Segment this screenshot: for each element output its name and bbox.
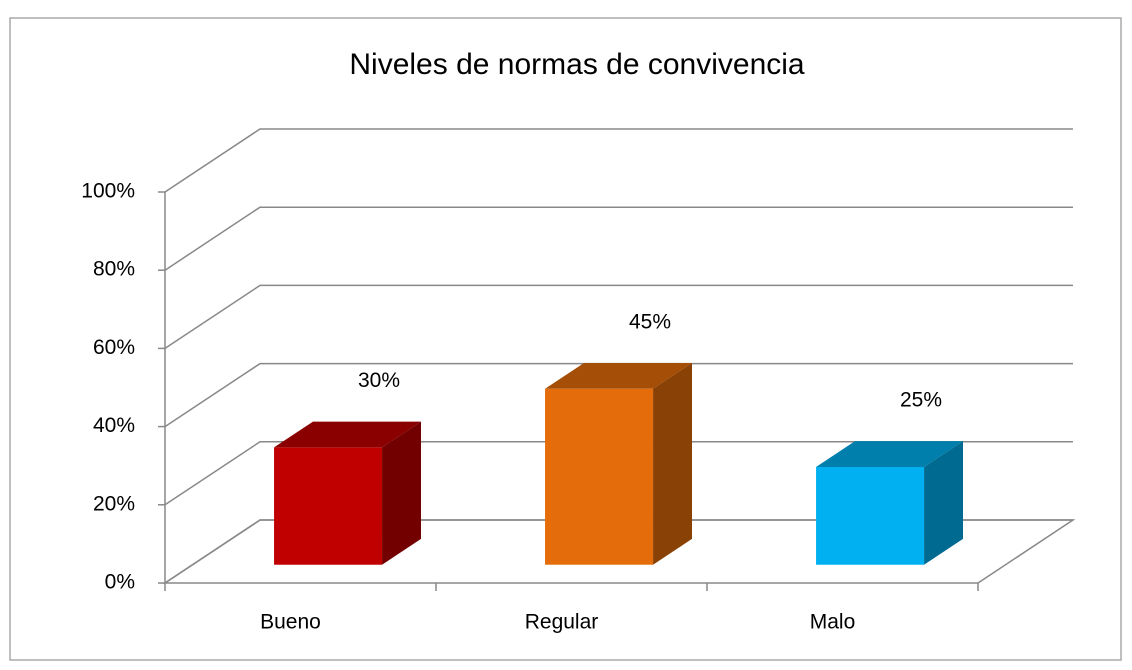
data-label: 25% — [900, 389, 942, 412]
bar — [274, 447, 383, 565]
grid-line — [164, 362, 1073, 428]
bar-side — [382, 421, 421, 565]
grid-line — [164, 441, 1073, 506]
bar-top — [274, 421, 421, 448]
x-tick-label: Bueno — [260, 611, 321, 634]
y-tick-label: 80% — [93, 258, 135, 281]
y-tick-label: 0% — [105, 571, 135, 594]
bar-side — [924, 441, 963, 565]
grid-line — [164, 519, 1073, 584]
bar-side — [653, 362, 692, 565]
x-tick-label: Regular — [525, 611, 599, 634]
y-tick-label: 100% — [81, 180, 135, 203]
grid-line — [164, 206, 1073, 271]
data-label: 30% — [358, 369, 400, 392]
y-tick-label: 20% — [93, 492, 135, 515]
y-tick-label: 60% — [93, 336, 135, 359]
chart-title: Niveles de normas de convivencia — [349, 48, 805, 81]
bar-top — [545, 362, 692, 389]
grid-line — [164, 284, 1073, 350]
y-tick-label: 40% — [93, 414, 135, 437]
bar-top — [816, 441, 963, 467]
bar — [545, 388, 654, 565]
data-label: 45% — [629, 310, 671, 333]
bar — [816, 466, 925, 565]
grid-line — [164, 128, 1073, 193]
x-tick-label: Malo — [810, 611, 856, 634]
